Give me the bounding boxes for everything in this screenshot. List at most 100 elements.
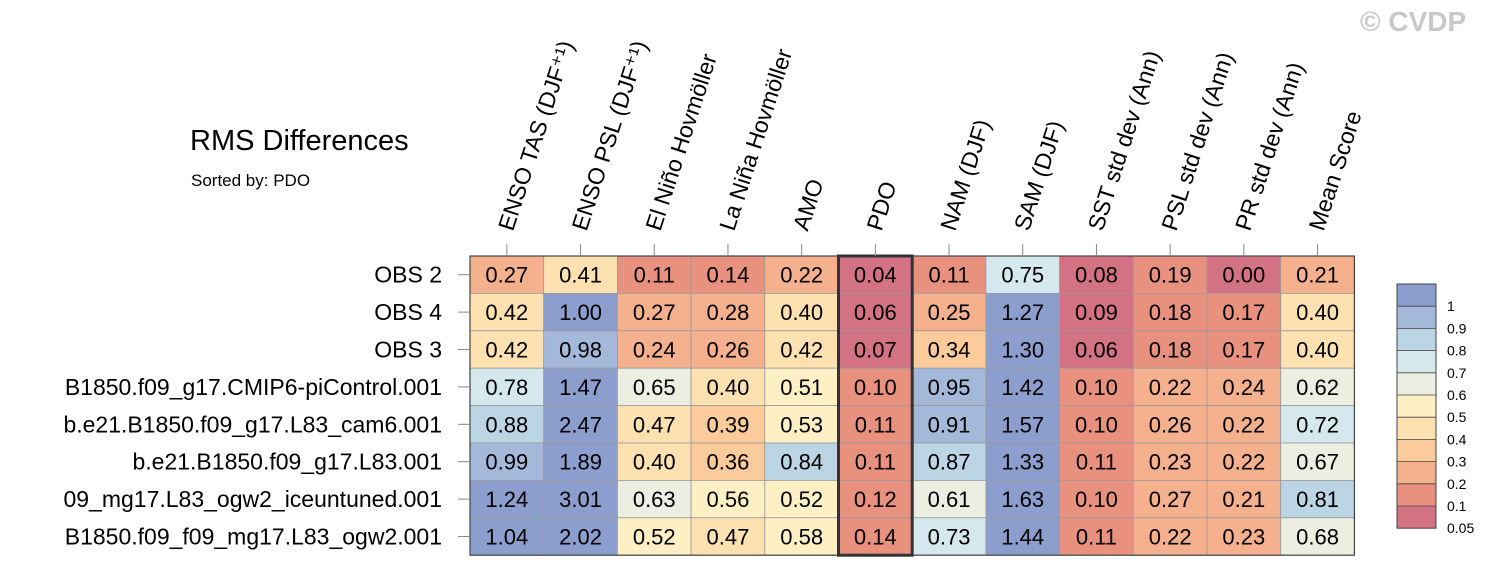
cell-value: 0.81 [1296, 487, 1339, 512]
cell-value: 0.19 [1149, 263, 1192, 288]
cell-value: 0.23 [1149, 450, 1192, 475]
heatmap-cell [617, 367, 692, 407]
column-label: ENSO TAS (DJF⁺¹) [493, 37, 579, 233]
cell-value: 0.08 [1075, 263, 1118, 288]
cell-value: 0.18 [1149, 338, 1192, 363]
colorbar-label: 0.8 [1447, 343, 1467, 359]
cell-value: 1.44 [1001, 525, 1044, 550]
colorbar-swatch [1397, 372, 1436, 395]
column-label: SAM (DJF) [1009, 117, 1069, 233]
colorbar-label: 0.1 [1447, 498, 1467, 514]
colorbar-swatch [1397, 328, 1436, 351]
cell-value: 0.53 [780, 412, 823, 437]
cell-value: 0.10 [854, 375, 897, 400]
cell-value: 0.07 [854, 338, 897, 363]
heatmap-cell [1132, 479, 1208, 519]
heatmap-cell [838, 479, 913, 519]
heatmap-cell [1132, 517, 1208, 556]
cell-value: 0.09 [1075, 300, 1118, 325]
cell-value: 0.73 [928, 525, 971, 550]
cell-value: 1.33 [1001, 450, 1044, 475]
cell-value: 0.11 [928, 263, 969, 288]
cell-value: 0.51 [780, 375, 823, 400]
colorbar-swatch [1397, 395, 1436, 418]
heatmap-cell [764, 367, 839, 407]
cell-value: 0.14 [854, 525, 897, 550]
cell-value: 1.42 [1001, 375, 1044, 400]
column-label: ENSO PSL (DJF⁺¹) [567, 37, 653, 233]
heatmap-cell [1059, 479, 1134, 519]
heatmap-cell [1206, 405, 1282, 444]
column-label: NAM (DJF) [935, 116, 995, 233]
cell-value: 3.01 [559, 487, 602, 512]
heatmap-cell [838, 405, 913, 444]
cell-value: 0.68 [1296, 525, 1339, 550]
cell-value: 0.47 [707, 525, 750, 550]
cell-value: 0.27 [485, 263, 528, 288]
cell-value: 0.17 [1222, 300, 1265, 325]
cell-value: 0.56 [707, 487, 750, 512]
row-label: b.e21.B1850.f09_g17.L83_cam6.001 [63, 411, 442, 437]
colorbar-frame [1396, 283, 1437, 529]
cell-value: 1.47 [559, 375, 602, 400]
cell-value: 1.00 [559, 300, 602, 325]
column-label: El Niño Hovmöller [640, 50, 722, 233]
heatmap-cell [838, 442, 913, 481]
cell-value: 0.24 [1222, 375, 1265, 400]
cell-value: 0.22 [1222, 412, 1265, 437]
cell-value: 0.40 [1296, 300, 1339, 325]
heatmap-cell [985, 255, 1061, 294]
heatmap-cell [543, 255, 618, 294]
cell-value: 0.99 [485, 450, 528, 475]
heatmap-cell [469, 292, 545, 332]
column-label: Mean Score [1304, 108, 1367, 234]
row-label: B1850.f09_f09_mg17.L83_ogw2.001 [65, 524, 442, 550]
heatmap-cell [617, 330, 692, 369]
heatmap-cell [1059, 517, 1134, 556]
cell-value: 2.02 [559, 525, 602, 550]
colorbar-swatch [1397, 483, 1436, 506]
cell-value: 0.40 [780, 300, 823, 325]
colorbar-label: 0.9 [1447, 320, 1467, 336]
cell-value: 1.63 [1001, 487, 1044, 512]
cell-value: 0.87 [928, 450, 971, 475]
cell-value: 0.98 [559, 338, 602, 363]
heatmap-cell [1059, 292, 1134, 332]
row-label: OBS 3 [374, 337, 442, 363]
heatmap-cell [985, 517, 1061, 556]
row-label: b.e21.B1850.f09_g17.L83.001 [132, 449, 442, 475]
cell-value: 0.84 [780, 450, 823, 475]
cell-value: 0.78 [485, 375, 528, 400]
heatmap-cell [1206, 442, 1282, 481]
heatmap-cell [543, 442, 618, 481]
heatmap-cell [1132, 442, 1208, 481]
cell-value: 1.24 [485, 487, 528, 512]
cell-value: 0.25 [928, 300, 971, 325]
cell-value: 0.95 [928, 375, 971, 400]
cell-value: 0.17 [1222, 338, 1265, 363]
cell-value: 0.11 [855, 412, 896, 437]
colorbar-label: 0.6 [1447, 387, 1467, 403]
cell-value: 0.39 [707, 412, 750, 437]
cell-value: 1.04 [485, 525, 528, 550]
cell-value: 0.61 [928, 487, 971, 512]
cell-value: 1.89 [559, 450, 602, 475]
cell-value: 0.40 [707, 375, 750, 400]
cell-value: 0.14 [707, 263, 750, 288]
column-label: AMO [788, 176, 829, 234]
cell-value: 0.18 [1149, 300, 1192, 325]
cell-value: 0.10 [1075, 375, 1118, 400]
cell-value: 0.42 [485, 338, 528, 363]
heatmap-cell [1280, 479, 1355, 519]
cell-value: 1.30 [1001, 338, 1044, 363]
cell-value: 0.40 [1296, 338, 1339, 363]
cell-value: 0.27 [1149, 487, 1192, 512]
colorbar-label: 0.7 [1447, 365, 1467, 381]
colorbar-swatch [1397, 417, 1436, 440]
chart-title: RMS Differences [190, 125, 409, 157]
cell-value: 0.42 [485, 300, 528, 325]
heatmap-cell [985, 405, 1061, 444]
cell-value: 0.22 [780, 263, 823, 288]
colorbar-label: 1 [1447, 298, 1455, 314]
colorbar-swatch [1397, 306, 1436, 329]
